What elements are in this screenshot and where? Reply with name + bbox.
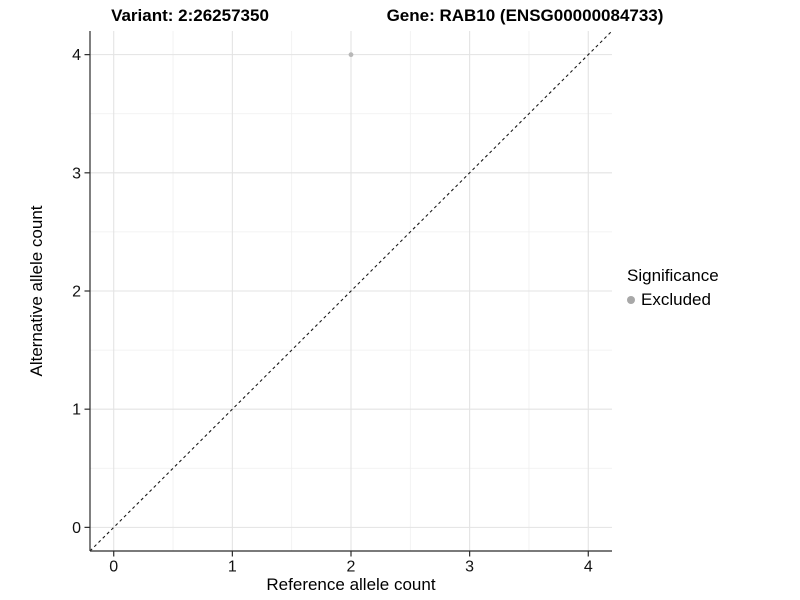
legend-entry-excluded: Excluded <box>627 290 719 310</box>
y-tick-label: 1 <box>72 402 81 419</box>
variant-title: Variant: 2:26257350 <box>111 6 269 25</box>
y-tick-label: 0 <box>72 520 81 537</box>
y-tick-label: 2 <box>72 284 81 301</box>
x-tick-label: 2 <box>347 559 356 576</box>
legend-title: Significance <box>627 266 719 285</box>
legend-entry-label: Excluded <box>641 290 711 309</box>
x-tick-label: 0 <box>109 559 118 576</box>
y-axis-title: Alternative allele count <box>27 205 46 377</box>
x-tick-label: 3 <box>465 559 474 576</box>
y-tick-label: 4 <box>72 47 81 64</box>
y-tick-label: 3 <box>72 165 81 182</box>
legend-entries: Excluded <box>627 290 719 310</box>
x-tick-label: 1 <box>228 559 237 576</box>
x-axis-title: Reference allele count <box>266 575 436 594</box>
gene-title: Gene: RAB10 (ENSG00000084733) <box>386 6 664 25</box>
data-point-excluded <box>348 52 354 58</box>
legend: Significance Excluded <box>627 266 719 310</box>
x-tick-label: 4 <box>584 559 593 576</box>
legend-point-icon <box>627 296 635 304</box>
identity-reference-line <box>89 30 613 552</box>
